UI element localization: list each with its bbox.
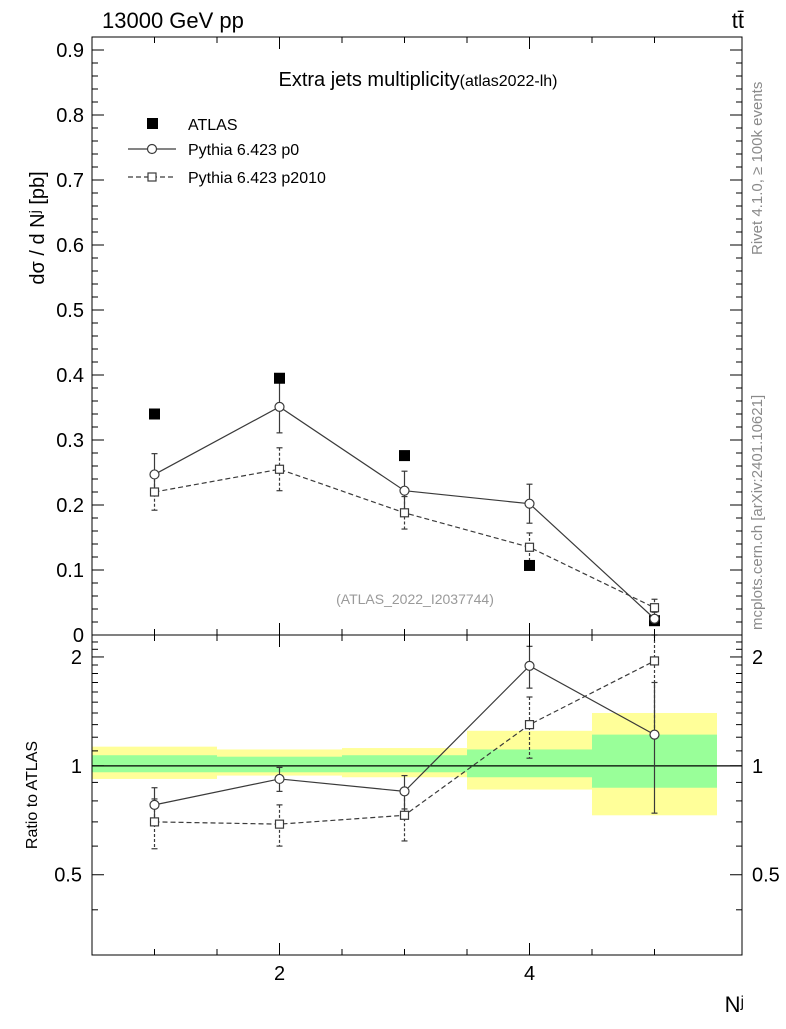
main-y-tick-label: 0.2	[56, 495, 84, 517]
process-label: tt̄	[732, 8, 744, 33]
legend-p0-marker	[146, 143, 158, 155]
ratio-p2010-point	[399, 810, 410, 820]
ratio-y-tick-label: 2	[71, 647, 82, 669]
main-y-tick-label: 0.8	[56, 105, 84, 127]
ratio-ylabel: Ratio to ATLAS	[24, 741, 41, 849]
p0-data-point	[149, 469, 160, 480]
ratio-p0-point	[149, 799, 160, 810]
main-title: Extra jets multiplicity(atlas2022-lh)	[279, 69, 558, 91]
main-y-tick-label: 0.5	[56, 300, 84, 322]
main-title-suffix: (atlas2022-lh)	[460, 73, 558, 90]
atlas-data-point	[399, 450, 410, 462]
p2010-data-point	[524, 542, 535, 552]
main-y-tick-label: 0.1	[56, 560, 84, 582]
main-y-tick-label: 0.9	[56, 40, 84, 62]
main-panel: 0 0.1 0.2 0.3 0.4 0.5 0.6 0.7 0.8 0.9 Extra jets …	[27, 36, 743, 647]
legend-p0-label: Pythia 6.423 p0	[188, 142, 299, 159]
legend-entry-p0: Pythia 6.423 p0	[128, 142, 299, 159]
ratio-p2010-point	[274, 819, 285, 829]
ratio-p2010-point	[649, 656, 660, 666]
p0-data-point	[399, 485, 410, 496]
ratio-y-tick-label: 1	[71, 756, 82, 778]
ratio-y-tick-label: 0.5	[54, 865, 82, 887]
legend-atlas-marker	[147, 118, 158, 129]
main-y-tick-label: 0.7	[56, 170, 84, 192]
p0-data-point	[649, 613, 660, 624]
legend-entry-atlas: ATLAS	[147, 117, 238, 134]
ratio-p0-point	[399, 786, 410, 797]
ratio-y-tick-label-right: 1	[752, 756, 763, 778]
legend-entry-p2010: Pythia 6.423 p2010	[128, 170, 326, 187]
main-title-text: Extra jets multiplicity	[279, 69, 460, 91]
p0-data-point	[274, 401, 285, 412]
ratio-plot-frame	[91, 634, 743, 956]
legend-atlas-label: ATLAS	[188, 117, 238, 134]
atlas-data-point	[524, 559, 535, 571]
uncertainty-band-inner	[92, 755, 217, 773]
p2010-data-point	[274, 464, 285, 474]
ratio-y-tick-label-right: 0.5	[752, 865, 780, 887]
p2010-data-point	[399, 508, 410, 518]
main-y-tick-label: 0	[73, 625, 84, 647]
uncertainty-band-inner	[217, 756, 342, 773]
atlas-data-point	[149, 408, 160, 420]
x-axis-label: Nʲ	[725, 992, 744, 1017]
ref-watermark: (ATLAS_2022_I2037744)	[336, 591, 494, 607]
ratio-p0-point	[524, 660, 535, 671]
rivet-label: Rivet 4.1.0, ≥ 100k events	[749, 82, 766, 255]
p2010-data-point	[649, 603, 660, 613]
legend-p2010-marker	[147, 172, 157, 182]
mcplots-label: mcplots.cern.ch [arXiv:2401.10621]	[749, 395, 766, 630]
legend-p2010-label: Pythia 6.423 p2010	[188, 170, 326, 187]
main-ylabel: dσ / d Nʲ [pb]	[27, 171, 49, 284]
uncertainty-band-inner	[342, 755, 467, 773]
ratio-p2010-point	[149, 817, 160, 827]
energy-label: 13000 GeV pp	[102, 8, 244, 33]
p0-data-point	[524, 498, 535, 509]
x-tick-label: 4	[524, 963, 535, 985]
atlas-data-point	[274, 372, 285, 384]
main-y-tick-label: 0.3	[56, 430, 84, 452]
ratio-p0-point	[274, 773, 285, 785]
ratio-y-tick-label-right: 2	[752, 647, 763, 669]
ratio-p2010-point	[524, 720, 535, 730]
p2010-data-point	[149, 487, 160, 497]
ratio-panel: 0.5 0.5 1 1 2 2 2 4 Ratio to ATLAS Nʲ	[24, 634, 780, 1017]
ratio-p0-point	[649, 729, 660, 740]
main-y-tick-label: 0.6	[56, 235, 84, 257]
x-tick-label: 2	[274, 963, 285, 985]
legend: ATLAS Pythia 6.423 p0 Pythia 6.423 p2010	[128, 117, 326, 187]
main-y-tick-label: 0.4	[56, 365, 84, 387]
